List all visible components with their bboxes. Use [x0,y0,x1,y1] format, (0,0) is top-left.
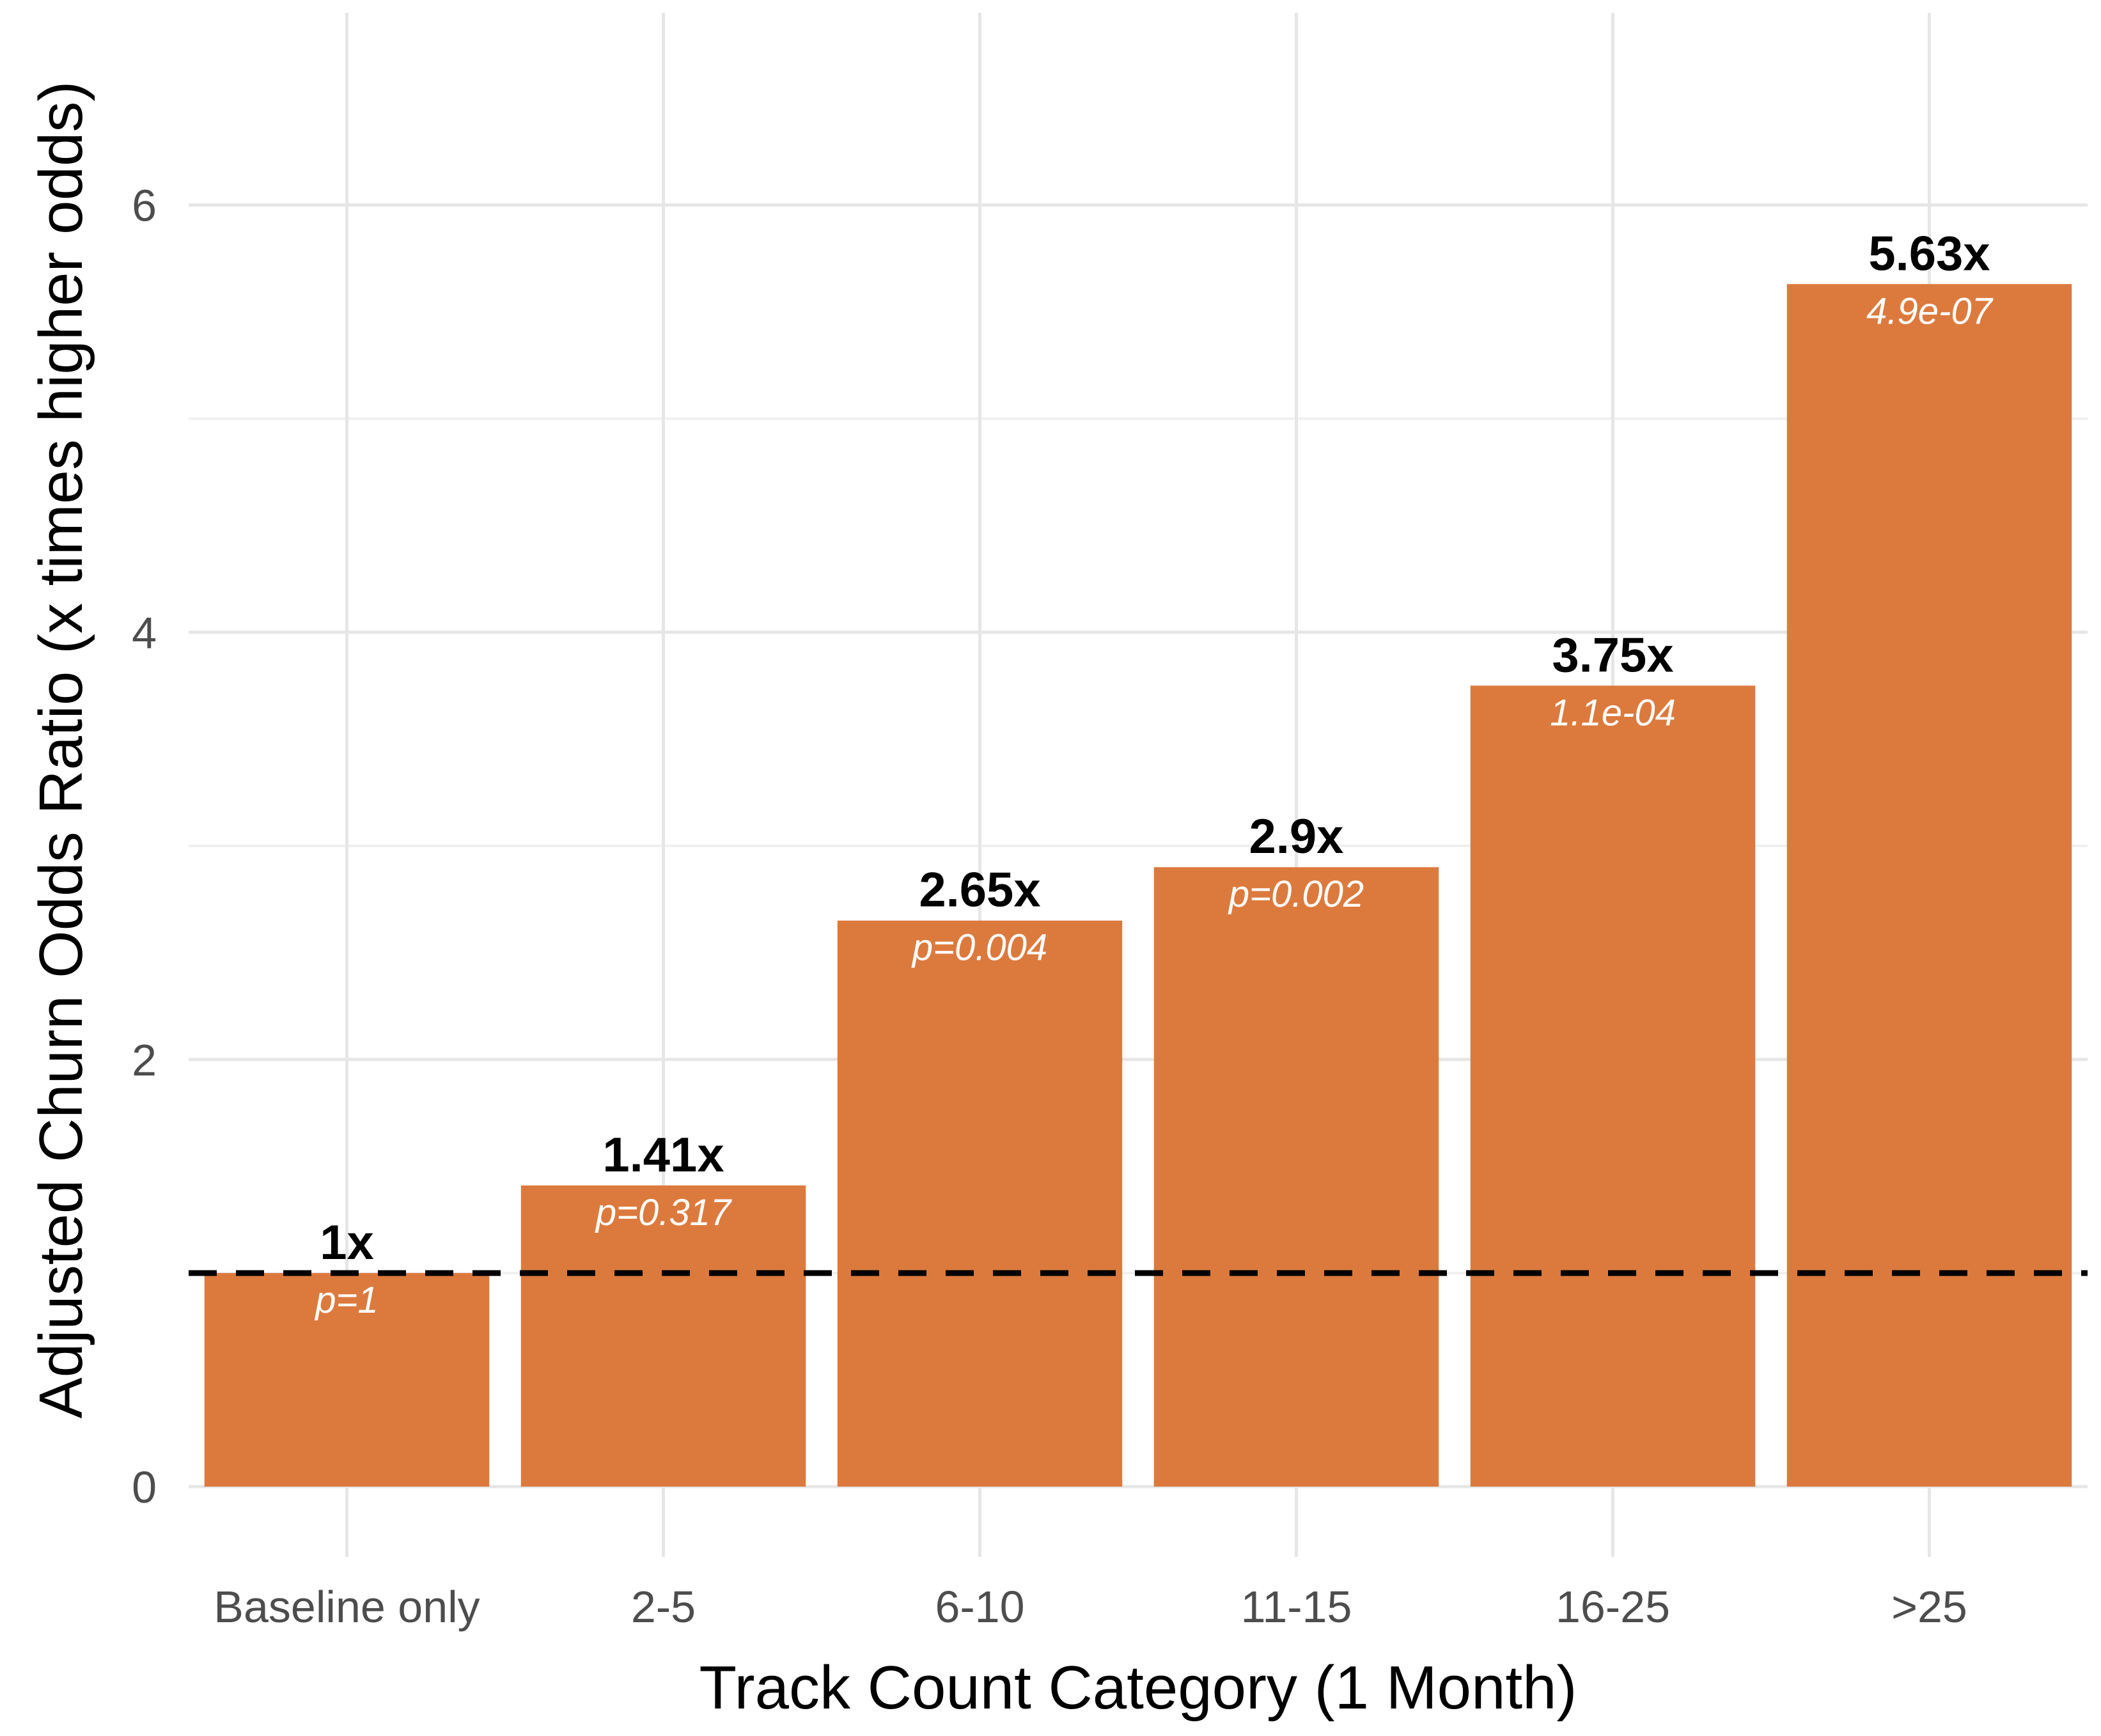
value-label: 1.41x [602,1128,724,1182]
bars [204,284,2072,1487]
y-tick-label: 0 [132,1462,157,1512]
x-axis-title: Track Count Category (1 Month) [699,1654,1577,1722]
bar-5 [1786,284,2072,1487]
bar-3 [1153,867,1439,1487]
bar-0 [204,1272,490,1487]
y-tick-label: 6 [132,181,157,231]
p-value-label: 1.1e-04 [1550,692,1676,733]
value-label: 2.9x [1249,809,1344,864]
y-tick-label: 4 [132,608,157,658]
axis-ticks: 0 2 4 6 Baseline only 2-5 6-10 11-15 16-25 >25 [132,181,1967,1632]
x-tick-label: 11-15 [1241,1582,1352,1632]
p-value-label: p=0.317 [595,1192,733,1233]
y-axis-title: Adjusted Churn Odds Ratio (x times highe… [27,81,95,1419]
value-label: 3.75x [1552,628,1673,682]
x-tick-label: >25 [1891,1582,1967,1632]
y-tick-label: 2 [132,1035,157,1085]
value-label: 5.63x [1868,226,1990,281]
p-value-label: p=1 [314,1279,378,1321]
p-value-label: p=0.004 [911,927,1047,969]
value-label: 2.65x [919,863,1040,918]
x-tick-label: Baseline only [214,1582,480,1632]
p-value-label: p=0.002 [1228,873,1364,915]
bar-2 [837,920,1123,1487]
bar-4 [1470,685,1756,1487]
value-label: 1x [320,1216,374,1270]
x-tick-label: 6-10 [935,1582,1024,1632]
bar-labels: 1x p=1 1.41x p=0.317 2.65x p=0.004 2.9x p=0.002… [314,226,1994,1321]
bar-1 [520,1185,806,1487]
x-tick-label: 2-5 [631,1582,696,1632]
x-tick-label: 16-25 [1556,1582,1670,1632]
p-value-label: 4.9e-07 [1866,290,1994,332]
